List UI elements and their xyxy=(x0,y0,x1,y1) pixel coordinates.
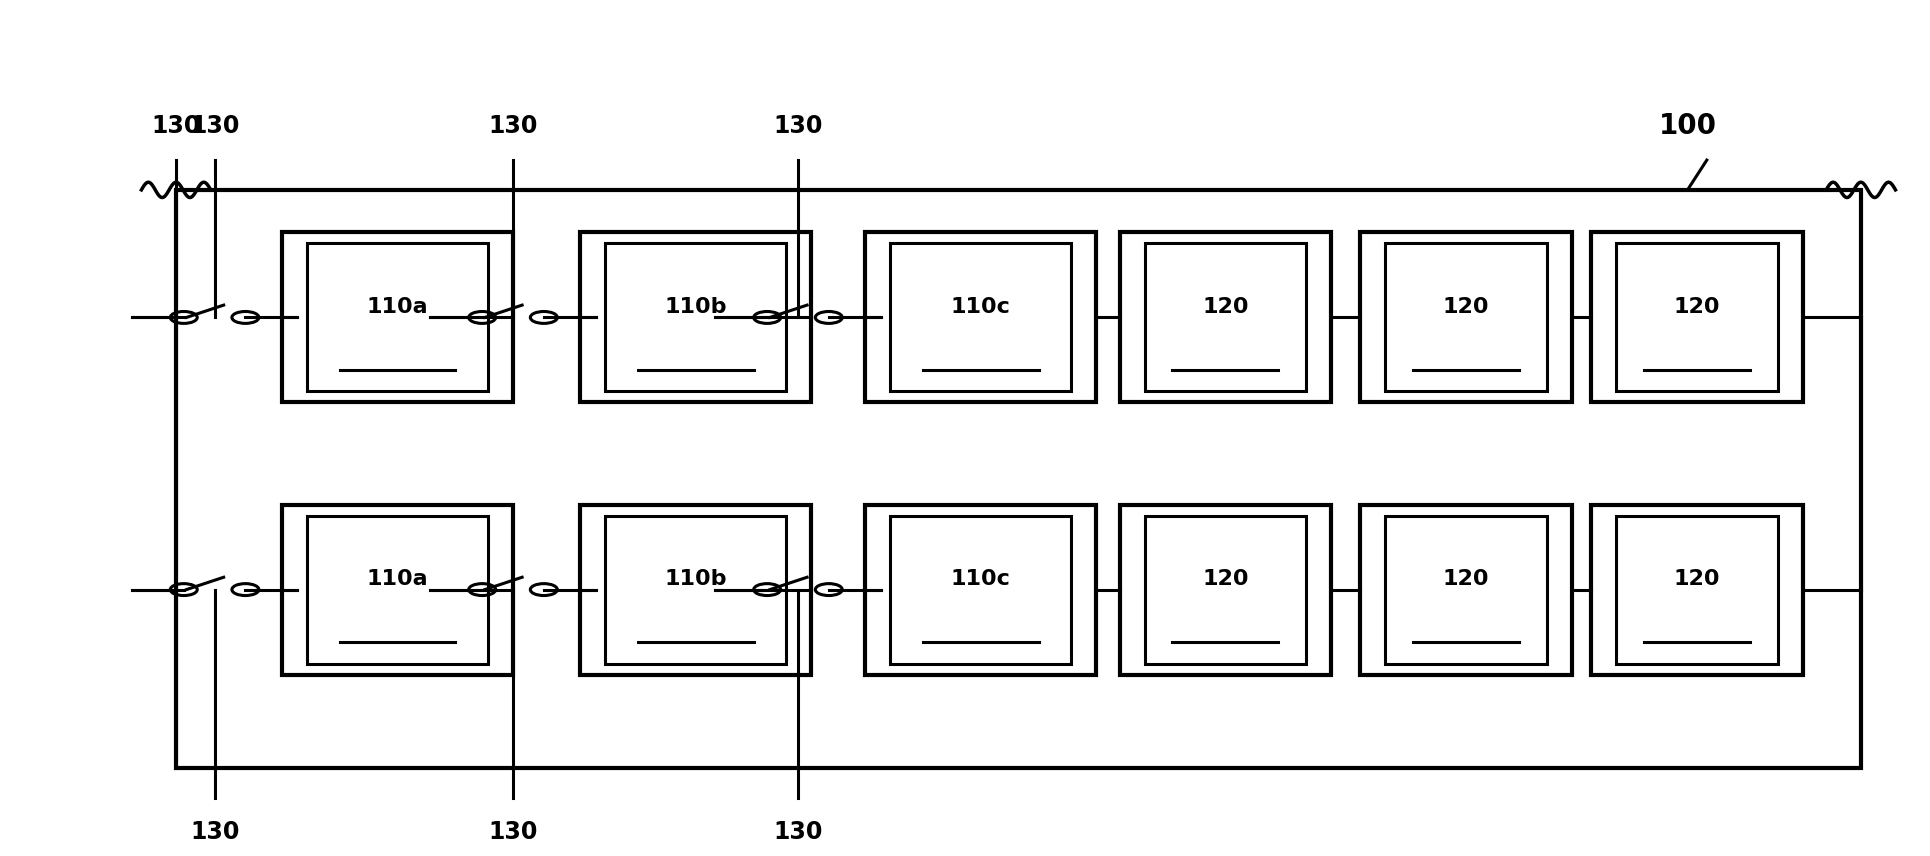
Text: 110c: 110c xyxy=(950,569,1009,590)
Text: 110b: 110b xyxy=(664,297,728,318)
Text: 130: 130 xyxy=(488,114,537,138)
Bar xyxy=(1144,243,1305,391)
Text: 120: 120 xyxy=(1673,297,1720,318)
Bar xyxy=(581,504,811,675)
Text: 120: 120 xyxy=(1202,297,1249,318)
Bar xyxy=(890,243,1071,391)
Bar xyxy=(1590,232,1803,402)
Text: 120: 120 xyxy=(1442,297,1488,318)
Bar xyxy=(1144,515,1305,663)
Bar xyxy=(1384,243,1546,391)
Bar xyxy=(1590,504,1803,675)
Text: 130: 130 xyxy=(151,114,201,138)
Bar xyxy=(606,515,786,663)
Text: 120: 120 xyxy=(1442,569,1488,590)
Text: 110a: 110a xyxy=(367,297,428,318)
Bar xyxy=(307,515,488,663)
Bar xyxy=(1119,504,1330,675)
Bar xyxy=(176,190,1861,768)
Bar xyxy=(581,232,811,402)
Text: 120: 120 xyxy=(1673,569,1720,590)
Bar xyxy=(282,232,513,402)
Bar xyxy=(865,504,1096,675)
Bar xyxy=(1359,232,1571,402)
Text: 130: 130 xyxy=(189,820,239,844)
Text: 100: 100 xyxy=(1658,112,1716,140)
Text: 130: 130 xyxy=(189,114,239,138)
Bar xyxy=(865,232,1096,402)
Bar xyxy=(1119,232,1330,402)
Text: 130: 130 xyxy=(772,820,822,844)
Bar xyxy=(282,504,513,675)
Text: 110c: 110c xyxy=(950,297,1009,318)
Text: 130: 130 xyxy=(772,114,822,138)
Bar xyxy=(606,243,786,391)
Bar xyxy=(890,515,1071,663)
Bar xyxy=(1359,504,1571,675)
Bar xyxy=(307,243,488,391)
Text: 130: 130 xyxy=(488,820,537,844)
Bar xyxy=(1615,515,1778,663)
Text: 120: 120 xyxy=(1202,569,1249,590)
Text: 110b: 110b xyxy=(664,569,728,590)
Bar xyxy=(1384,515,1546,663)
Text: 110a: 110a xyxy=(367,569,428,590)
Bar xyxy=(1615,243,1778,391)
